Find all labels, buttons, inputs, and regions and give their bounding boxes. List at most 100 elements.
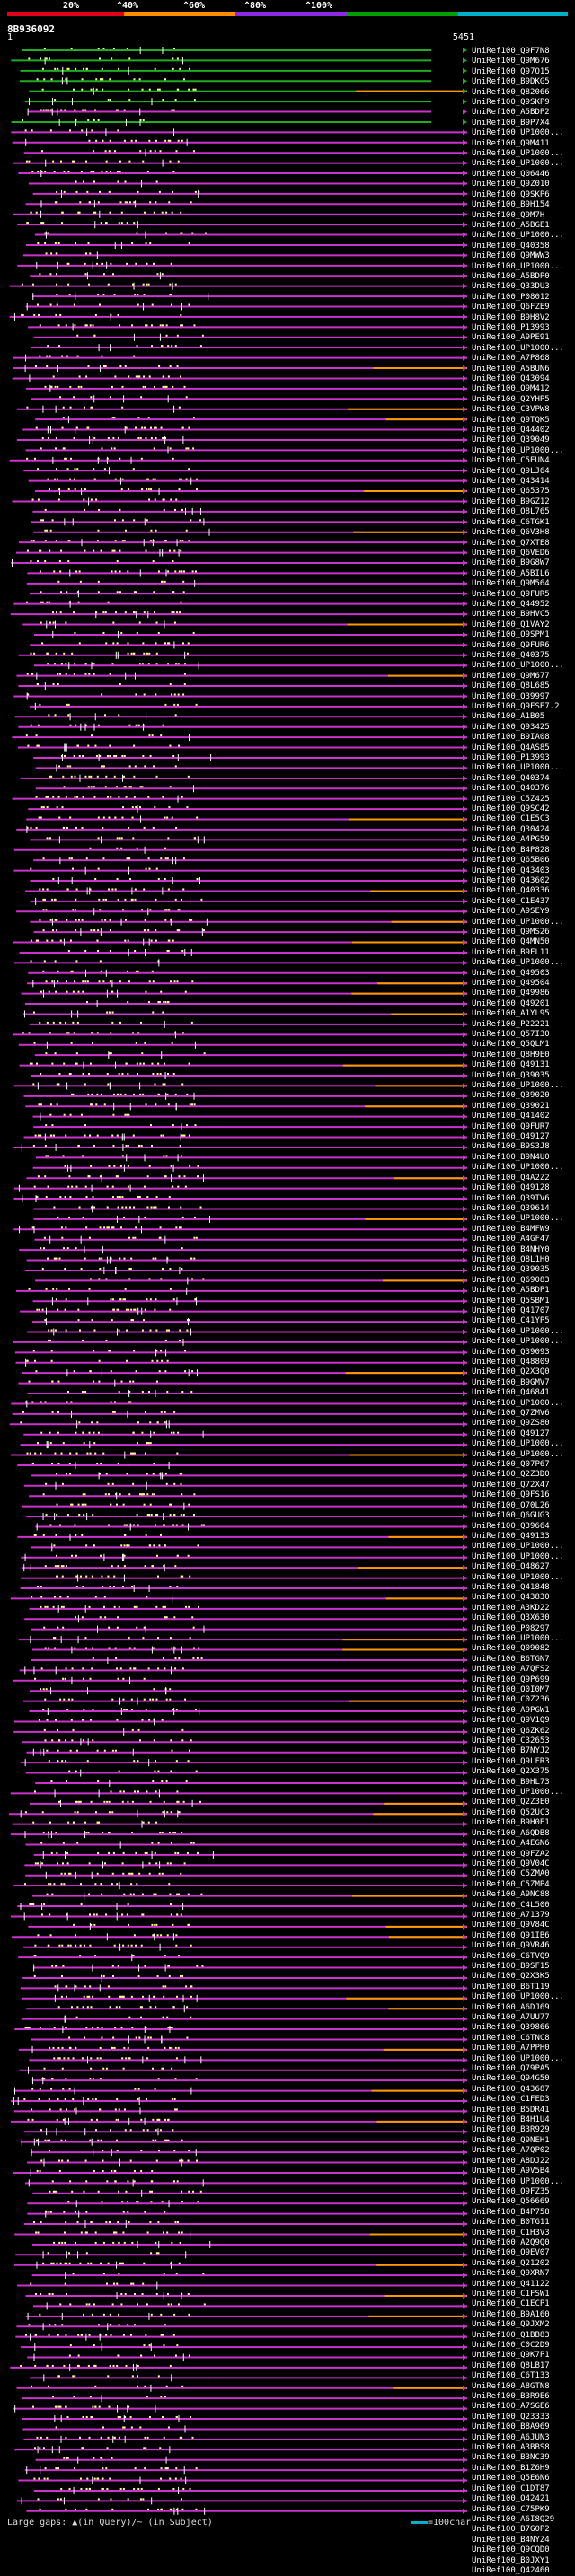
hit-label[interactable]: UniRef100_A6JUN3 (472, 2432, 550, 2442)
hit-label[interactable]: UniRef100_UP1000... (472, 1398, 564, 1408)
hit-track[interactable] (13, 1226, 467, 1234)
hit-track[interactable] (16, 2323, 467, 2331)
hit-track[interactable] (12, 497, 467, 506)
hit-track[interactable] (32, 293, 467, 301)
hit-track[interactable] (31, 1625, 467, 1633)
hit-track[interactable] (33, 928, 467, 936)
hit-track[interactable] (35, 1779, 467, 1787)
hit-track[interactable] (22, 251, 467, 259)
hit-track[interactable] (30, 2374, 467, 2382)
hit-label[interactable]: UniRef100_A9V5B4 (472, 2167, 550, 2176)
hit-track[interactable] (13, 2107, 467, 2115)
hit-track[interactable] (18, 1379, 467, 1387)
hit-track[interactable] (11, 1400, 467, 1408)
hit-label[interactable]: UniRef100_Q39049 (472, 435, 550, 445)
hit-label[interactable]: UniRef100_C3VPW8 (472, 405, 550, 415)
hit-track[interactable] (31, 344, 467, 352)
hit-track[interactable] (31, 2240, 467, 2248)
hit-label[interactable]: UniRef100_Q41848 (472, 1582, 550, 1592)
hit-label[interactable]: UniRef100_A2Q9Q0 (472, 2238, 550, 2247)
hit-track[interactable] (29, 87, 467, 95)
hit-label[interactable]: UniRef100_Q42421 (472, 2494, 550, 2504)
hit-label[interactable]: UniRef100_C4L500 (472, 1900, 550, 1910)
hit-label[interactable]: UniRef100_Q1VAY2 (472, 620, 550, 629)
hit-label[interactable]: UniRef100_Q23333 (472, 2412, 550, 2422)
hit-track[interactable] (29, 1708, 467, 1716)
hit-track[interactable] (14, 2446, 467, 2454)
hit-label[interactable]: UniRef100_Q6ZK62 (472, 1726, 550, 1736)
hit-track[interactable] (28, 477, 467, 485)
hit-track[interactable] (28, 323, 467, 331)
hit-label[interactable]: UniRef100_Q94G50 (472, 2074, 550, 2084)
hit-label[interactable]: UniRef100_B9S3J8 (472, 1142, 550, 1152)
hit-label[interactable]: UniRef100_C0Z236 (472, 1695, 550, 1705)
hit-label[interactable]: UniRef100_A7QFS2 (472, 1665, 550, 1675)
hit-track[interactable] (16, 672, 467, 680)
hit-label[interactable]: UniRef100_Q46841 (472, 1388, 550, 1398)
hit-label[interactable]: UniRef100_B0TG11 (472, 2218, 550, 2228)
hit-label[interactable]: UniRef100_Q2YHP5 (472, 394, 550, 404)
hit-label[interactable]: UniRef100_Q9MS26 (472, 927, 550, 936)
hit-label[interactable]: UniRef100_Q43602 (472, 875, 550, 885)
hit-track[interactable] (22, 1697, 467, 1705)
hit-track[interactable] (35, 1523, 467, 1531)
hit-track[interactable] (18, 1041, 467, 1049)
hit-label[interactable]: UniRef100_B9G8W7 (472, 558, 550, 568)
hit-track[interactable] (15, 549, 467, 557)
hit-label[interactable]: UniRef100_B0JXY1 (472, 2555, 550, 2565)
hit-label[interactable]: UniRef100_Q9ZS80 (472, 1419, 550, 1429)
hit-label[interactable]: UniRef100_Q2Z3E0 (472, 1798, 550, 1807)
hit-track[interactable] (13, 1184, 467, 1192)
hit-label[interactable]: UniRef100_C5EUN4 (472, 456, 550, 466)
hit-track[interactable] (33, 1851, 467, 1859)
hit-track[interactable] (32, 2189, 467, 2197)
hit-track[interactable] (22, 1974, 467, 1982)
hit-label[interactable]: UniRef100_A3BBS8 (472, 2443, 550, 2453)
hit-label[interactable]: UniRef100_Q07P67 (472, 1460, 550, 1470)
hit-track[interactable] (11, 57, 467, 65)
hit-label[interactable]: UniRef100_Q30424 (472, 824, 550, 834)
hit-label[interactable]: UniRef100_Q43687 (472, 2084, 550, 2094)
hit-track[interactable] (15, 2333, 467, 2341)
hit-track[interactable] (11, 559, 467, 567)
hit-label[interactable]: UniRef100_Q9FUR5 (472, 589, 550, 599)
hit-track[interactable] (13, 159, 467, 167)
hit-track[interactable] (35, 764, 467, 772)
hit-label[interactable]: UniRef100_Q49128 (472, 1183, 550, 1193)
hit-label[interactable]: UniRef100_Q9LFR3 (472, 1756, 550, 1766)
hit-label[interactable]: UniRef100_Q9XRN7 (472, 2269, 550, 2279)
hit-label[interactable]: UniRef100_UP1000... (472, 763, 564, 773)
hit-label[interactable]: UniRef100_Q7XTE8 (472, 538, 550, 548)
hit-track[interactable] (13, 600, 467, 608)
hit-track[interactable] (13, 1195, 467, 1203)
hit-track[interactable] (23, 1481, 467, 1490)
hit-label[interactable]: UniRef100_Q5SBM1 (472, 1296, 550, 1306)
hit-track[interactable] (13, 210, 467, 218)
hit-track[interactable] (13, 1882, 467, 1890)
hit-label[interactable]: UniRef100_Q9F7N8 (472, 47, 550, 56)
hit-label[interactable]: UniRef100_C41YP5 (472, 1316, 550, 1326)
hit-track[interactable] (24, 1615, 467, 1623)
hit-track[interactable] (9, 282, 467, 290)
hit-track[interactable] (27, 2158, 467, 2167)
hit-track[interactable] (27, 2200, 467, 2208)
hit-label[interactable]: UniRef100_Q9MWW3 (472, 251, 550, 261)
hit-track[interactable] (31, 1543, 467, 1552)
hit-label[interactable]: UniRef100_C1ECP1 (472, 2299, 550, 2309)
hit-track[interactable] (11, 1451, 467, 1459)
hit-track[interactable] (27, 980, 467, 988)
hit-track[interactable] (33, 528, 467, 536)
hit-label[interactable]: UniRef100_B9H154 (472, 200, 550, 210)
hit-label[interactable]: UniRef100_A8DJ22 (472, 2156, 550, 2166)
hit-track[interactable] (13, 692, 467, 700)
hit-label[interactable]: UniRef100_Q39664 (472, 1521, 550, 1531)
hit-label[interactable]: UniRef100_C32653 (472, 1736, 550, 1746)
hit-track[interactable] (19, 1061, 467, 1069)
hit-label[interactable]: UniRef100_B9A160 (472, 2309, 550, 2319)
hit-track[interactable] (13, 1718, 467, 1726)
hit-track[interactable] (10, 611, 467, 619)
hit-label[interactable]: UniRef100_Q9JXM2 (472, 2320, 550, 2330)
hit-label[interactable]: UniRef100_A7QP02 (472, 2146, 550, 2156)
hit-label[interactable]: UniRef100_A5BDP0 (472, 271, 550, 281)
hit-track[interactable] (28, 180, 467, 188)
